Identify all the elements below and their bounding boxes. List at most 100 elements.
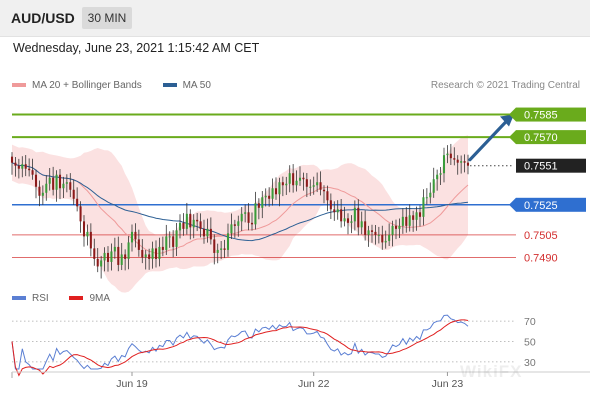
candle: [199, 213, 202, 238]
candle-body: [76, 198, 79, 207]
candle: [343, 206, 346, 227]
candle-body: [209, 228, 212, 240]
candle: [271, 178, 274, 206]
candle-body: [244, 212, 247, 214]
candle-body: [412, 215, 415, 220]
candle: [268, 187, 271, 207]
candle: [398, 218, 401, 239]
candle-body: [237, 221, 240, 226]
candle: [442, 147, 446, 183]
candle-body: [17, 165, 20, 169]
candle: [110, 243, 113, 271]
candle: [316, 172, 319, 193]
candle: [45, 175, 48, 201]
candle-body: [316, 182, 319, 186]
candle: [295, 170, 298, 192]
candle-body: [333, 209, 336, 213]
candle-body: [425, 197, 428, 199]
candle-body: [213, 239, 216, 253]
candle-body: [274, 188, 278, 195]
candle: [326, 185, 329, 212]
level-tag-label: 0.7585: [524, 110, 558, 122]
candle-body: [377, 234, 380, 236]
candle-body: [285, 183, 288, 186]
candle: [141, 239, 144, 264]
candle-body: [165, 236, 168, 250]
candle-body: [415, 212, 418, 220]
chart-datetime: Wednesday, June 23, 2021 1:15:42 AM CET: [13, 41, 260, 55]
candle: [463, 154, 466, 173]
candle: [350, 215, 353, 234]
candle: [309, 179, 312, 196]
x-tick-label: Jun 22: [298, 378, 330, 390]
level-tag: 0.7505: [524, 230, 558, 242]
candle: [254, 191, 257, 230]
candle-body: [199, 221, 202, 229]
candle-body: [124, 254, 127, 259]
candle-body: [96, 258, 99, 267]
candle-body: [223, 248, 226, 250]
candle: [89, 223, 92, 257]
candle-body: [48, 177, 51, 184]
candle-body: [182, 222, 185, 229]
candle: [261, 191, 264, 219]
candle-body: [55, 174, 58, 190]
candle: [124, 249, 127, 271]
candle-body: [189, 213, 192, 228]
candle: [144, 249, 147, 270]
candle: [209, 217, 212, 245]
candle: [31, 158, 34, 180]
candle: [333, 201, 336, 221]
candle: [357, 199, 360, 236]
candle-body: [453, 158, 456, 160]
projection-arrow: [468, 117, 510, 162]
candle-body: [148, 254, 151, 259]
rsi-line: [11, 314, 469, 370]
candle: [429, 182, 432, 204]
level-tag-box: [516, 197, 586, 212]
candle: [130, 224, 134, 252]
candle-body: [268, 195, 271, 199]
candle-body: [120, 254, 123, 265]
candle-body: [72, 189, 75, 199]
candle-body: [103, 252, 106, 261]
legend-label-ma50: MA 50: [182, 80, 211, 91]
candle: [449, 143, 452, 165]
candle: [76, 187, 79, 212]
candle-body: [110, 251, 113, 262]
candle: [196, 213, 199, 232]
timeframe-badge[interactable]: 30 MIN: [82, 7, 132, 29]
candle: [360, 211, 363, 235]
candle-body: [130, 231, 134, 243]
candle-body: [466, 162, 470, 166]
candle: [288, 165, 291, 193]
candle: [408, 204, 411, 232]
candle: [412, 210, 415, 232]
candle-body: [86, 231, 89, 237]
candle-body: [367, 230, 370, 235]
candle: [292, 164, 295, 193]
candle: [100, 255, 103, 279]
candle-body: [230, 224, 233, 234]
candle-body: [391, 225, 394, 235]
candle-body: [247, 212, 250, 223]
candle-body: [158, 246, 161, 259]
candle: [264, 188, 267, 207]
candle-body: [322, 189, 326, 192]
candle-body: [278, 182, 281, 195]
candle: [401, 208, 404, 234]
ma50-swatch: [162, 83, 177, 88]
candle: [165, 224, 168, 256]
candle: [24, 155, 27, 177]
rsi-legend: RSI 9MA: [12, 293, 128, 304]
candle-body: [41, 192, 44, 196]
candle: [113, 237, 116, 259]
candle: [453, 147, 456, 166]
candle: [367, 225, 370, 247]
candle: [274, 177, 278, 200]
bollinger-band: [12, 135, 468, 293]
candle-body: [240, 213, 243, 222]
candle-body: [295, 180, 298, 186]
candle-body: [62, 183, 65, 189]
candle: [432, 167, 435, 198]
